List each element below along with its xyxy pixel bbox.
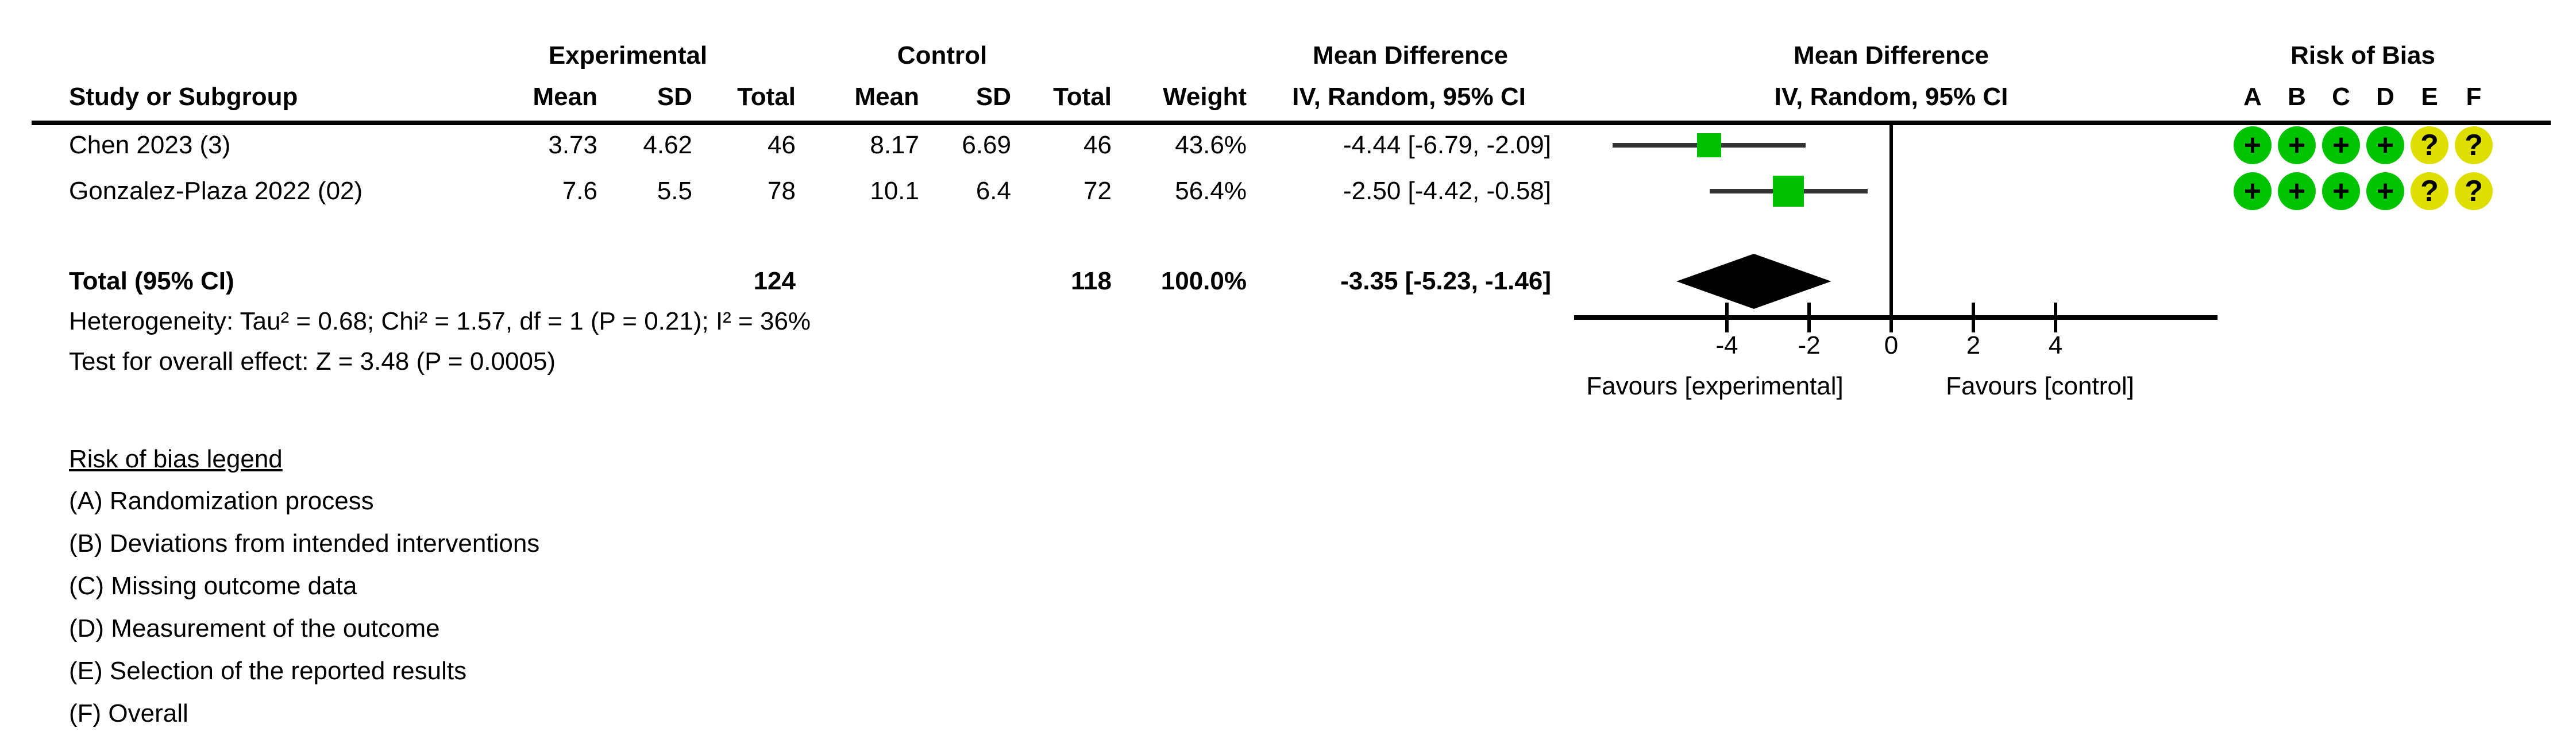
ctrl-sd-header: SD [975,83,1011,111]
ci-text-cell: -2.50 [-4.42, -0.58] [1343,177,1551,205]
rob-low-risk-icon: + [2278,126,2316,164]
rob-low-risk-icon: + [2322,126,2360,164]
rob-column-letter: B [2288,83,2306,111]
rob-legend-title: Risk of bias legend [69,445,283,473]
rob-legend-item-f: (F) Overall [69,699,188,727]
ctrl-mean-cell: 8.17 [870,131,919,159]
axis-tick [1725,303,1729,332]
rob-legend-item-a: (A) Randomization process [69,487,374,515]
exp-mean-cell: 3.73 [548,131,597,159]
total-label: Total (95% CI) [69,267,234,295]
axis-tick-label: 4 [2048,331,2063,359]
rob-legend-item-d: (D) Measurement of the outcome [69,614,440,642]
zero-line [1889,125,1893,318]
rob-low-risk-icon: + [2322,172,2360,210]
rob-column-letter: D [2376,83,2394,111]
overall-effect-note: Test for overall effect: Z = 3.48 (P = 0… [69,347,556,375]
heterogeneity-note: Heterogeneity: Tau² = 0.68; Chi² = 1.57,… [69,307,811,335]
axis-tick [2054,303,2057,332]
effect-square [1773,176,1804,207]
rob-column-letter: A [2243,83,2262,111]
rob-low-risk-icon: + [2278,172,2316,210]
study-column-header: Study or Subgroup [69,83,298,111]
exp-total-cell: 46 [768,131,796,159]
rob-low-risk-icon: + [2234,172,2272,210]
rob-unclear-risk-icon: ? [2411,126,2448,164]
risk-of-bias-header: Risk of Bias [2290,41,2435,69]
ctrl-total-cell: 72 [1083,177,1112,205]
ctrl-mean-cell: 10.1 [870,177,919,205]
rob-low-risk-icon: + [2366,126,2404,164]
axis-tick-label: -4 [1715,331,1738,359]
total-ctrl-total: 118 [1071,267,1112,295]
ctrl-sd-cell: 6.69 [962,131,1011,159]
weight-cell: 56.4% [1175,177,1247,205]
total-exp-total: 124 [753,267,796,295]
iv-random-ci-plot-header: IV, Random, 95% CI [1774,83,2008,111]
ctrl-mean-header: Mean [854,83,919,111]
rob-column-letter: E [2421,83,2438,111]
axis-tick-label: 0 [1884,331,1899,359]
axis-tick [1889,303,1893,332]
exp-sd-cell: 4.62 [643,131,692,159]
rob-legend-item-c: (C) Missing outcome data [69,572,357,600]
rob-unclear-risk-icon: ? [2455,126,2493,164]
rob-low-risk-icon: + [2234,126,2272,164]
x-axis [1574,315,2218,320]
ctrl-total-header: Total [1053,83,1112,111]
header-rule [32,121,2551,125]
ctrl-sd-cell: 6.4 [975,177,1011,205]
rob-unclear-risk-icon: ? [2455,172,2493,210]
rob-unclear-risk-icon: ? [2411,172,2448,210]
exp-sd-cell: 5.5 [657,177,692,205]
rob-legend-item-b: (B) Deviations from intended interventio… [69,529,540,557]
rob-low-risk-icon: + [2366,172,2404,210]
pooled-diamond [1676,254,1831,309]
mean-difference-plot-header: Mean Difference [1794,41,1989,69]
rob-column-letter: F [2466,83,2482,111]
weight-cell: 43.6% [1175,131,1247,159]
axis-tick [1807,303,1811,332]
mean-difference-text-header: Mean Difference [1313,41,1508,69]
exp-sd-header: SD [657,83,692,111]
effect-square [1696,133,1721,157]
favours-control-label: Favours [control] [1946,372,2134,400]
exp-mean-header: Mean [533,83,597,111]
iv-random-ci-text-header: IV, Random, 95% CI [1292,83,1526,111]
rob-legend-item-e: (E) Selection of the reported results [69,657,467,685]
total-ci-text: -3.35 [-5.23, -1.46] [1340,267,1551,295]
exp-total-header: Total [737,83,796,111]
rob-column-letter: C [2332,83,2350,111]
study-name: Chen 2023 (3) [69,131,231,159]
ctrl-total-cell: 46 [1083,131,1112,159]
exp-total-cell: 78 [768,177,796,205]
control-group-header: Control [897,41,988,69]
axis-tick-label: 2 [1966,331,1981,359]
study-name: Gonzalez-Plaza 2022 (02) [69,177,363,205]
total-weight: 100.0% [1160,267,1247,295]
axis-tick-label: -2 [1798,331,1821,359]
favours-experimental-label: Favours [experimental] [1586,372,1844,400]
ci-text-cell: -4.44 [-6.79, -2.09] [1343,131,1551,159]
exp-mean-cell: 7.6 [562,177,597,205]
weight-header: Weight [1163,83,1247,111]
axis-tick [1972,303,1975,332]
experimental-group-header: Experimental [548,41,708,69]
